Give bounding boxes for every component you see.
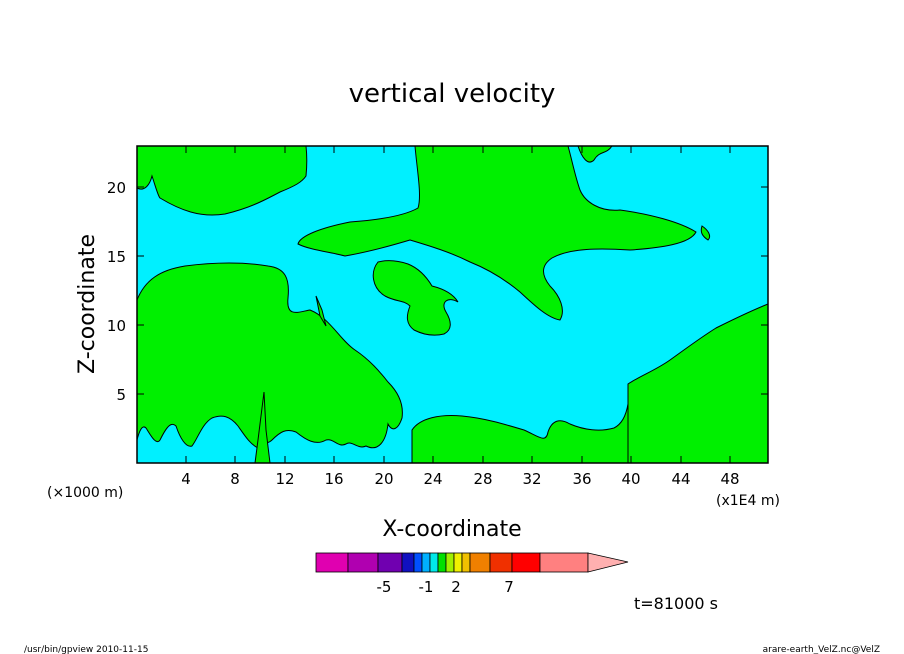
colorbar-segment — [445, 552, 455, 573]
colorbar-segment — [347, 552, 379, 573]
x-tick-label: 8 — [230, 470, 240, 488]
plot-area — [136, 145, 769, 464]
x-tick-label: 48 — [720, 470, 739, 488]
footer-left: /usr/bin/gpview 2010-11-15 — [24, 645, 148, 654]
contour-left-large — [136, 262, 403, 449]
colorbar-segment — [377, 552, 403, 573]
contour-right — [627, 303, 769, 464]
time-label: t=81000 s — [634, 594, 718, 613]
x-tick-label: 36 — [572, 470, 591, 488]
colorbar-segment — [401, 552, 415, 573]
y-tick-label: 20 — [107, 179, 126, 197]
x-tick-label: 20 — [374, 470, 393, 488]
colorbar-tick-label: 7 — [504, 578, 514, 596]
contour-top-right — [577, 145, 613, 163]
y-tick-label: 15 — [107, 248, 126, 266]
colorbar-segment — [453, 552, 463, 573]
contour-top-left — [136, 145, 308, 216]
plot-frame — [136, 145, 769, 464]
x-tick-label: 12 — [275, 470, 294, 488]
colorbar-segment — [489, 552, 513, 573]
colorbar-segment — [437, 552, 447, 573]
colorbar-segment — [539, 552, 589, 573]
x-axis-ticks — [185, 146, 731, 463]
colorbar-segment — [421, 552, 431, 573]
y-axis-label: Z-coordinate — [75, 234, 100, 374]
colorbar-segment — [469, 552, 491, 573]
colorbar-segment — [315, 552, 349, 573]
x-unit-note: (x1E4 m) — [716, 493, 780, 509]
x-axis-label: X-coordinate — [382, 517, 521, 542]
x-tick-label: 24 — [423, 470, 442, 488]
x-tick-label: 40 — [621, 470, 640, 488]
x-scale-note: (×1000 m) — [47, 485, 123, 501]
x-tick-labels: 4 8 12 16 20 24 28 32 36 40 44 48 — [181, 470, 739, 488]
contour-mid-blob — [372, 260, 459, 336]
colorbar — [315, 552, 629, 573]
colorbar-segment — [461, 552, 471, 573]
x-tick-label: 32 — [522, 470, 541, 488]
contour-top-center — [297, 145, 697, 321]
colorbar-tick-labels: -5 -1 2 7 — [377, 578, 514, 596]
y-axis-ticks — [137, 186, 768, 395]
colorbar-segment — [511, 552, 541, 573]
positive-velocity-regions — [136, 145, 769, 464]
x-tick-label: 16 — [324, 470, 343, 488]
contour-right-tip — [700, 225, 711, 241]
colorbar-tick-label: 2 — [451, 578, 461, 596]
colorbar-segment — [429, 552, 439, 573]
y-tick-label: 5 — [116, 386, 126, 404]
colorbar-tick-label: -1 — [419, 578, 434, 596]
colorbar-segment — [413, 552, 423, 573]
x-tick-label: 4 — [181, 470, 191, 488]
y-tick-label: 10 — [107, 317, 126, 335]
x-tick-label: 28 — [473, 470, 492, 488]
contour-bottom-center — [411, 403, 629, 464]
colorbar-tick-label: -5 — [377, 578, 392, 596]
y-tick-labels: 5 10 15 20 — [107, 179, 126, 404]
chart-title: vertical velocity — [349, 79, 556, 109]
colorbar-overflow-arrow — [587, 552, 629, 573]
x-tick-label: 44 — [671, 470, 690, 488]
contour-spike-2 — [315, 295, 327, 327]
footer-right: arare-earth_VelZ.nc@VelZ — [763, 645, 880, 654]
